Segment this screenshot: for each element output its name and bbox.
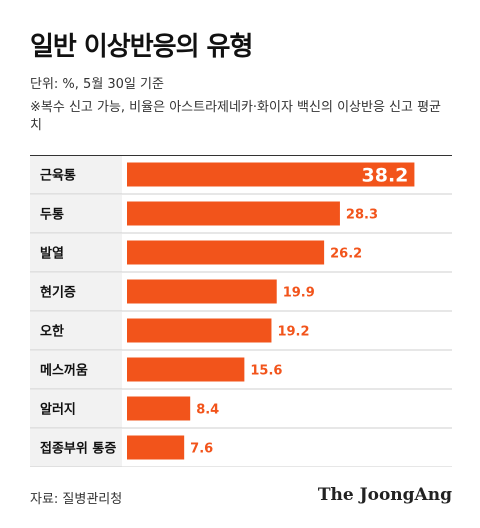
category-label: 발열: [40, 246, 64, 262]
category-label: 알러지: [40, 402, 76, 418]
category-label-bg: [30, 351, 122, 389]
value-label: 28.3: [346, 208, 378, 223]
category-label-bg: [30, 429, 122, 467]
bar: [127, 357, 245, 382]
value-label: 7.6: [190, 442, 213, 457]
bar: [127, 435, 185, 460]
publisher-logo: The JoongAng: [317, 485, 452, 505]
chart-title: 일반 이상반응의 유형: [30, 32, 253, 62]
bar-chart: 근육통 38.2 두통 28.3 발열 26.2 현기증 19.9 오한 19.2 메스꺼움 15.6…: [30, 155, 452, 468]
category-label-bg: [30, 156, 122, 194]
value-label: 38.2: [362, 165, 409, 187]
bar: [127, 201, 340, 226]
category-label-bg: [30, 390, 122, 428]
source-note: 자료: 질병관리청: [30, 492, 123, 507]
bar: [127, 240, 325, 265]
unit-note: 단위: %, 5월 30일 기준: [30, 77, 164, 92]
bar-chart-svg: 근육통 38.2 두통 28.3 발열 26.2 현기증 19.9 오한 19.2 메스꺼움 15.6…: [30, 155, 452, 468]
bar: [127, 279, 277, 304]
value-label: 19.2: [277, 325, 309, 340]
value-label: 26.2: [330, 247, 362, 262]
category-label: 근육통: [40, 168, 76, 184]
category-label-bg: [30, 195, 122, 233]
category-label: 두통: [40, 208, 64, 223]
category-label-bg: [30, 273, 122, 311]
footnote: ※복수 신고 가능, 비율은 아스트라제네카·화이자 백신의 이상반응 신고 평…: [30, 100, 442, 133]
category-label: 현기증: [40, 285, 76, 301]
category-label-bg: [30, 234, 122, 272]
bar: [127, 396, 191, 421]
value-label: 15.6: [250, 364, 282, 379]
value-label: 8.4: [196, 403, 219, 418]
value-label: 19.9: [283, 286, 315, 301]
bar: [127, 162, 415, 187]
category-label: 오한: [40, 324, 64, 340]
category-label-bg: [30, 312, 122, 350]
bar: [127, 318, 272, 343]
category-label: 메스꺼움: [40, 363, 88, 379]
category-label: 접종부위 통증: [40, 441, 116, 457]
